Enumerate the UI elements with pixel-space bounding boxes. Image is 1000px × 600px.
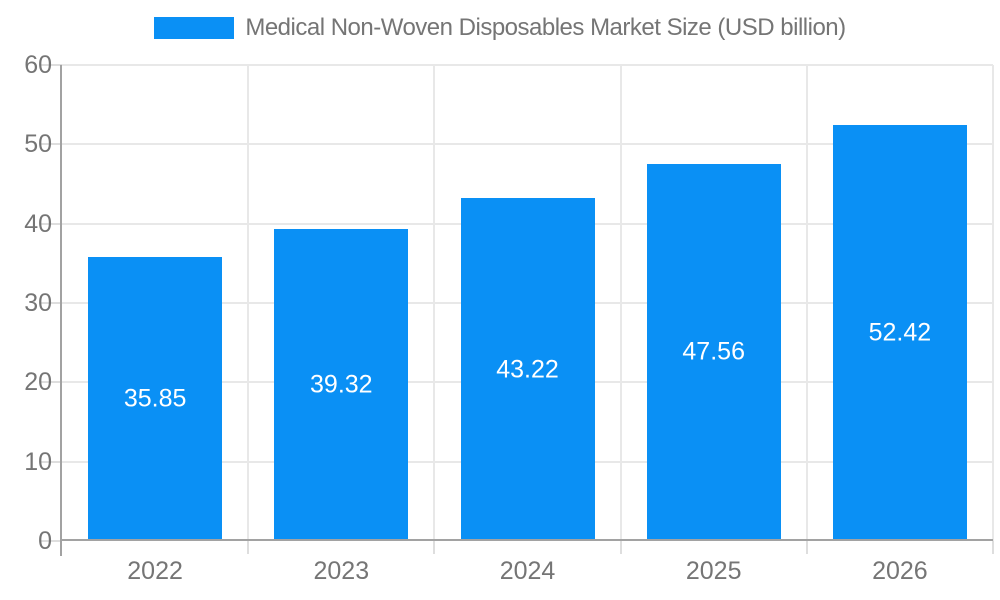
- category-gridline: [805, 65, 808, 541]
- x-axis-tick: [619, 541, 622, 554]
- x-tick-label: 2026: [872, 557, 928, 585]
- category-gridline: [433, 65, 436, 541]
- y-tick-label: 60: [24, 51, 52, 79]
- bar[interactable]: [646, 163, 781, 541]
- y-gridline: [62, 64, 993, 66]
- category-gridline: [247, 65, 250, 541]
- x-axis-tick: [433, 541, 436, 554]
- y-tick-label: 0: [38, 527, 52, 555]
- y-axis-tick: [40, 143, 62, 146]
- bar[interactable]: [274, 229, 409, 541]
- bar[interactable]: [88, 256, 223, 541]
- x-axis-tick: [805, 541, 808, 554]
- x-axis-tick: [992, 541, 994, 554]
- bar-value-label: 43.22: [496, 355, 559, 384]
- y-tick-label: 20: [24, 368, 52, 397]
- y-tick-label: 30: [24, 289, 52, 317]
- bar[interactable]: [460, 198, 595, 541]
- bar-value-label: 39.32: [310, 370, 373, 399]
- x-tick-label: 2025: [685, 557, 742, 585]
- y-tick-label: 50: [24, 130, 52, 159]
- category-gridline: [992, 65, 994, 541]
- y-gridline: [62, 143, 993, 146]
- y-axis-tick: [40, 302, 62, 304]
- legend-swatch[interactable]: [154, 17, 235, 39]
- y-tick-label: 40: [24, 209, 52, 238]
- legend[interactable]: Medical Non-Woven Disposables Market Siz…: [0, 14, 1000, 42]
- bar-value-label: 52.42: [868, 318, 932, 347]
- y-axis-line: [60, 65, 62, 556]
- x-tick-label: 2023: [313, 557, 370, 585]
- x-tick-label: 2022: [127, 557, 183, 585]
- y-axis-tick: [40, 64, 62, 66]
- category-gridline: [619, 65, 622, 541]
- bar[interactable]: [832, 125, 967, 541]
- bar-value-label: 35.85: [123, 384, 187, 413]
- x-axis-line: [60, 539, 993, 541]
- x-axis-tick: [247, 541, 250, 554]
- bar-value-label: 47.56: [682, 337, 745, 366]
- y-axis-tick: [40, 222, 62, 225]
- y-axis-tick: [40, 460, 62, 463]
- y-axis-tick: [40, 540, 62, 542]
- y-tick-label: 10: [24, 447, 52, 476]
- y-axis-tick: [40, 381, 62, 384]
- x-tick-label: 2024: [499, 557, 556, 585]
- chart-title: Medical Non-Woven Disposables Market Siz…: [245, 14, 846, 41]
